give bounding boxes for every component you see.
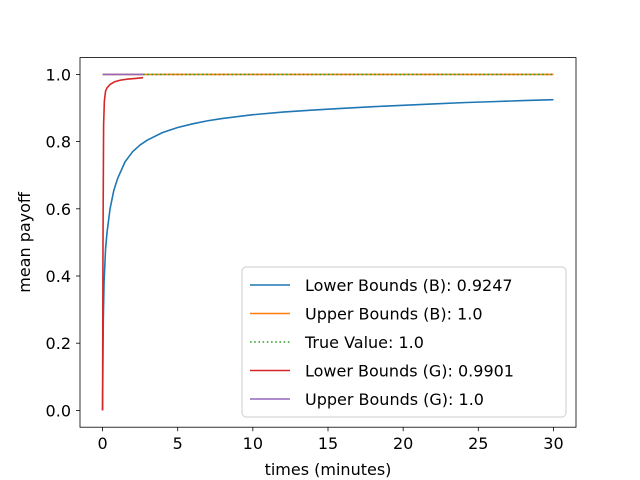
y-tick-label: 1.0 — [46, 65, 71, 84]
y-tick-label: 0.2 — [46, 334, 71, 353]
x-tick-label: 25 — [468, 434, 488, 453]
y-axis-ticks: 0.0 0.2 0.4 0.6 0.8 1.0 — [46, 65, 80, 420]
x-tick-label: 5 — [173, 434, 183, 453]
legend-box — [241, 266, 567, 418]
series-layer — [101, 73, 554, 411]
x-axis-label: times (minutes) — [265, 460, 392, 479]
legend: Lower Bounds (B): 0.9247 Upper Bounds (B)… — [241, 266, 567, 418]
x-tick-label: 15 — [318, 434, 338, 453]
legend-label-1: Upper Bounds (B): 1.0 — [305, 305, 483, 324]
y-tick-label: 0.8 — [46, 133, 71, 152]
y-tick-label: 0.6 — [46, 200, 71, 219]
y-tick-label: 0.4 — [46, 267, 71, 286]
x-tick-label: 30 — [543, 434, 563, 453]
legend-label-0: Lower Bounds (B): 0.9247 — [305, 276, 513, 295]
series-line-0 — [101, 98, 554, 411]
x-tick-label: 20 — [393, 434, 413, 453]
y-axis-label: mean payoff — [15, 191, 34, 293]
series-line-3 — [101, 76, 144, 411]
y-tick-label: 0.0 — [46, 401, 71, 420]
legend-label-2: True Value: 1.0 — [304, 333, 424, 352]
x-tick-label: 0 — [97, 434, 107, 453]
legend-label-4: Upper Bounds (G): 1.0 — [305, 390, 484, 409]
legend-label-3: Lower Bounds (G): 0.9901 — [305, 362, 514, 381]
x-tick-label: 10 — [243, 434, 263, 453]
x-axis-ticks: 0 5 10 15 20 25 30 — [97, 427, 564, 453]
